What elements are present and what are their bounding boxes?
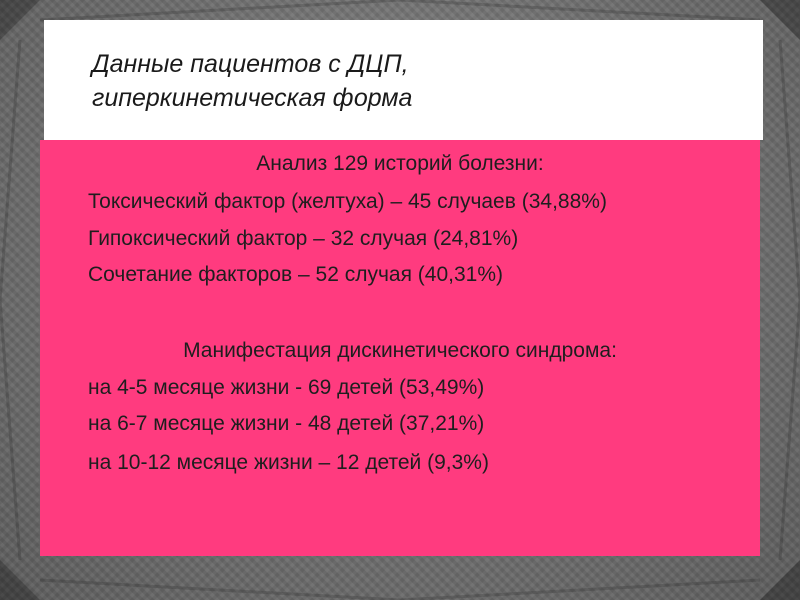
list-item-month-4-5: на 4-5 месяце жизни - 69 детей (53,49%) [88, 376, 485, 399]
list-item-combined-factors: Сочетание факторов – 52 случая (40,31%) [88, 263, 503, 286]
list-item-month-6-7: на 6-7 месяце жизни - 48 детей (37,21%) [88, 412, 485, 435]
slide-title-line-1: Данные пациентов с ДЦП, [92, 50, 409, 78]
list-item-toxic-factor: Токсический фактор (желтуха) – 45 случае… [88, 190, 607, 213]
slide-title-box: Данные пациентов с ДЦП, гиперкинетическа… [44, 20, 763, 140]
list-item-hypoxic-factor: Гипоксический фактор – 32 случая (24,81%… [88, 227, 519, 250]
list-item-month-10-12: на 10-12 месяце жизни – 12 детей (9,3%) [88, 451, 489, 474]
slide-title-line-2: гиперкинетическая форма [92, 84, 413, 112]
section-heading-case-analysis: Анализ 129 историй болезни: [256, 152, 544, 175]
section-heading-syndrome-manifestation: Манифестация дискинетического синдрома: [183, 339, 617, 362]
slide-content-box: Анализ 129 историй болезни: Токсический … [40, 140, 760, 556]
